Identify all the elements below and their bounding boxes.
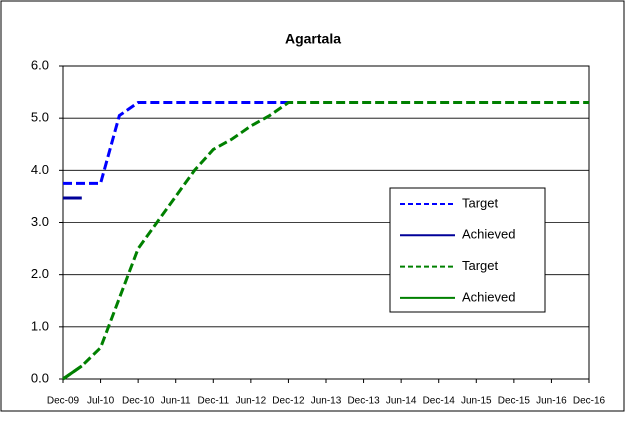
y-tick-label: 5.0 — [31, 110, 49, 125]
x-tick-label: Dec-09 — [47, 396, 80, 407]
y-tick-label: 4.0 — [31, 162, 49, 177]
y-tick-label: 6.0 — [31, 57, 49, 72]
legend-label: Target — [462, 195, 499, 210]
x-tick-label: Jun-13 — [311, 396, 342, 407]
x-tick-label: Dec-14 — [423, 396, 456, 407]
x-tick-label: Dec-15 — [498, 396, 531, 407]
x-tick-label: Dec-11 — [198, 396, 230, 407]
series-line — [62, 364, 83, 381]
x-tick-label: Dec-13 — [347, 396, 380, 407]
x-tick-label: Jul-10 — [87, 396, 115, 407]
chart-title: Agartala — [285, 31, 341, 47]
x-tick-label: Dec-12 — [272, 396, 305, 407]
x-tick-label: Jun-12 — [236, 396, 267, 407]
x-tick-label: Dec-10 — [122, 396, 155, 407]
y-tick-label: 2.0 — [31, 266, 49, 281]
x-tick-label: Dec-16 — [573, 396, 606, 407]
legend-label: Target — [462, 258, 499, 273]
x-tick-label: Jun-15 — [461, 396, 492, 407]
y-tick-label: 1.0 — [31, 318, 49, 333]
y-tick-label: 0.0 — [31, 370, 49, 385]
legend-label: Achieved — [462, 289, 515, 304]
x-tick-label: Jun-11 — [161, 396, 191, 407]
legend-label: Achieved — [462, 227, 515, 242]
y-tick-label: 3.0 — [31, 214, 49, 229]
legend-box — [389, 187, 546, 313]
x-tick-label: Jun-16 — [536, 396, 567, 407]
series-line — [62, 101, 589, 381]
x-tick-label: Jun-14 — [386, 396, 417, 407]
